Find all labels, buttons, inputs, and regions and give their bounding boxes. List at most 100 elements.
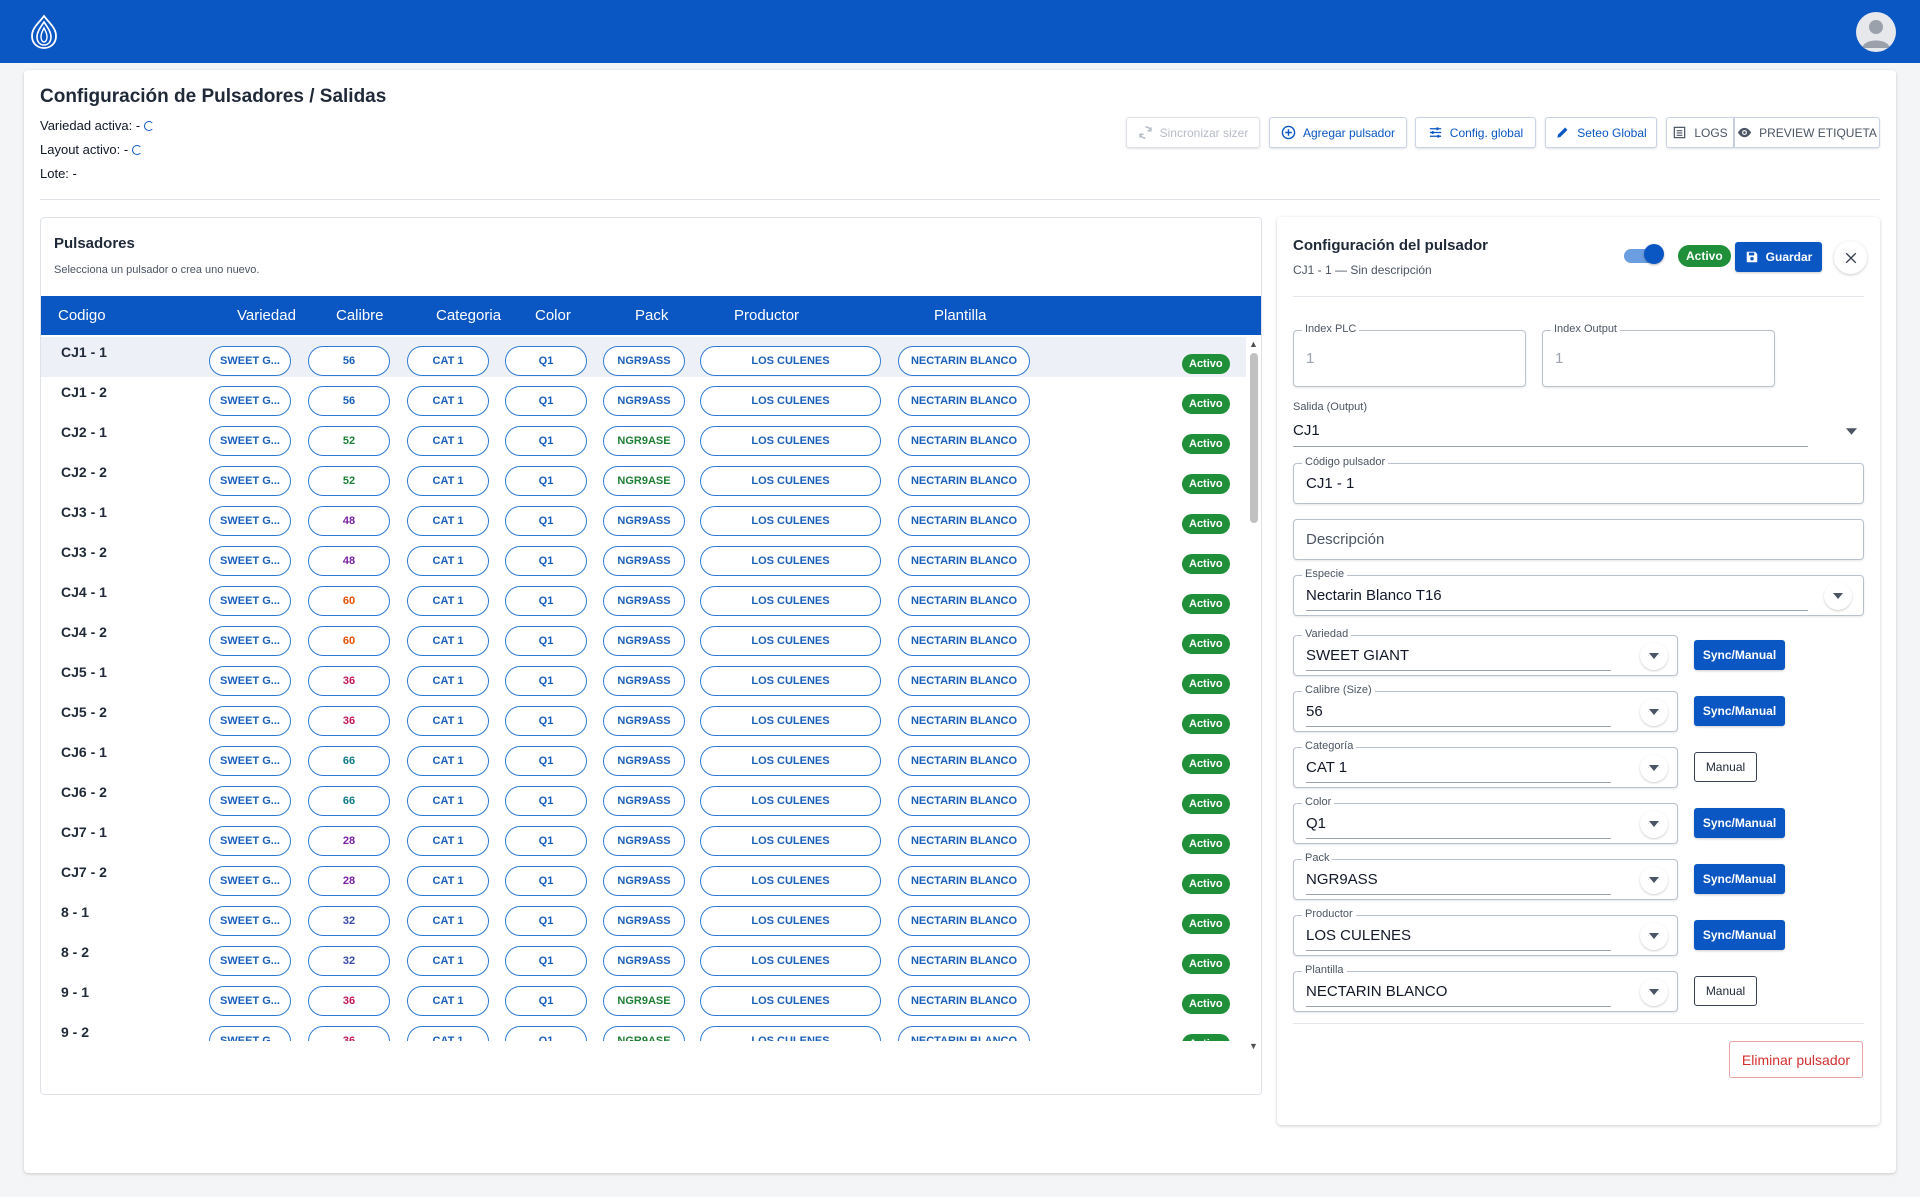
row-pack-chip: NGR9ASS [603,666,685,696]
row-variedad-chip: SWEET G... [209,466,291,496]
row-color-chip: Q1 [505,666,587,696]
attribute-label: Productor [1302,908,1356,920]
row-productor-chip: LOS CULENES [700,386,881,416]
row-plantilla-chip: NECTARIN BLANCO [898,346,1030,376]
active-toggle[interactable] [1624,244,1664,264]
table-row[interactable]: CJ6 - 1 SWEET G... 66 CAT 1 Q1 NGR9ASS LOS CUL… [41,737,1246,777]
table-row[interactable]: CJ3 - 2 SWEET G... 48 CAT 1 Q1 NGR9ASS LOS CUL… [41,537,1246,577]
scroll-down-arrow-icon[interactable]: ▼ [1249,1041,1258,1051]
sync-manual-button[interactable]: Sync/Manual [1694,864,1785,894]
variedad-activa: Variedad activa: - [40,118,155,133]
list-icon [1674,126,1686,139]
preview-etiqueta-label: PREVIEW ETIQUETA [1759,125,1877,140]
row-calibre-chip: 36 [308,706,390,736]
table-row[interactable]: CJ5 - 1 SWEET G... 36 CAT 1 Q1 NGR9ASS LOS CUL… [41,657,1246,697]
table-row[interactable]: 9 - 2 SWEET G... 36 CAT 1 Q1 NGR9ASE LOS CULEN… [41,1017,1246,1041]
row-productor-chip: LOS CULENES [700,666,881,696]
row-variedad-chip: SWEET G... [209,906,291,936]
table-row[interactable]: CJ1 - 1 SWEET G... 56 CAT 1 Q1 NGR9ASS LOS CUL… [41,337,1246,377]
col-codigo: Codigo [58,307,106,324]
table-row[interactable]: CJ2 - 1 SWEET G... 52 CAT 1 Q1 NGR9ASE LOS CUL… [41,417,1246,457]
header-divider [40,199,1880,200]
row-categoria-chip: CAT 1 [407,346,489,376]
table-row[interactable]: CJ1 - 2 SWEET G... 56 CAT 1 Q1 NGR9ASS LOS CUL… [41,377,1246,417]
row-productor-chip: LOS CULENES [700,706,881,736]
sync-sizer-button[interactable]: Sincronizar sizer [1126,117,1260,148]
chevron-down-icon[interactable] [1640,810,1668,838]
chevron-down-icon[interactable] [1640,922,1668,950]
row-productor-chip: LOS CULENES [700,426,881,456]
row-calibre-chip: 60 [308,586,390,616]
table-row[interactable]: CJ5 - 2 SWEET G... 36 CAT 1 Q1 NGR9ASS LOS CUL… [41,697,1246,737]
chevron-down-icon[interactable] [1640,754,1668,782]
row-variedad-chip: SWEET G... [209,586,291,616]
table-row[interactable]: CJ7 - 2 SWEET G... 28 CAT 1 Q1 NGR9ASS LOS CUL… [41,857,1246,897]
row-variedad-chip: SWEET G... [209,866,291,896]
table-row[interactable]: CJ4 - 1 SWEET G... 60 CAT 1 Q1 NGR9ASS LOS CUL… [41,577,1246,617]
table-row[interactable]: CJ6 - 2 SWEET G... 66 CAT 1 Q1 NGR9ASS LOS CUL… [41,777,1246,817]
chevron-down-icon[interactable] [1640,698,1668,726]
row-color-chip: Q1 [505,626,587,656]
attribute-select[interactable]: Color Q1 [1293,796,1678,844]
table-row[interactable]: CJ7 - 1 SWEET G... 28 CAT 1 Q1 NGR9ASS LOS CUL… [41,817,1246,857]
delete-pulsador-button[interactable]: Eliminar pulsador [1729,1041,1863,1078]
row-categoria-chip: CAT 1 [407,906,489,936]
row-color-chip: Q1 [505,1026,587,1041]
attribute-select[interactable]: Pack NGR9ASS [1293,852,1678,900]
manual-button[interactable]: Manual [1694,752,1757,782]
row-plantilla-chip: NECTARIN BLANCO [898,786,1030,816]
table-row[interactable]: CJ2 - 2 SWEET G... 52 CAT 1 Q1 NGR9ASE LOS CUL… [41,457,1246,497]
row-calibre-chip: 48 [308,546,390,576]
table-row[interactable]: CJ3 - 1 SWEET G... 48 CAT 1 Q1 NGR9ASS LOS CUL… [41,497,1246,537]
salida-underline [1293,446,1808,447]
row-calibre-chip: 52 [308,466,390,496]
chevron-down-icon[interactable] [1640,642,1668,670]
sync-manual-button[interactable]: Sync/Manual [1694,640,1785,670]
seteo-global-button[interactable]: Seteo Global [1545,117,1657,148]
row-status-badge: Activo [1182,794,1230,814]
eye-icon [1738,127,1752,138]
attribute-select[interactable]: Categoría CAT 1 [1293,740,1678,788]
sync-manual-button[interactable]: Sync/Manual [1694,696,1785,726]
manual-button[interactable]: Manual [1694,976,1757,1006]
row-status-badge: Activo [1182,594,1230,614]
row-status-badge: Activo [1182,754,1230,774]
scroll-up-arrow-icon[interactable]: ▲ [1249,339,1258,349]
add-pulsador-button[interactable]: Agregar pulsador [1269,117,1407,148]
scrollbar-thumb[interactable] [1250,353,1258,523]
user-avatar-icon[interactable] [1856,12,1896,52]
descripcion-field[interactable]: Descripción [1293,519,1864,560]
salida-select[interactable]: Salida (Output) CJ1 [1293,401,1863,447]
row-productor-chip: LOS CULENES [700,746,881,776]
especie-select[interactable]: Especie Nectarin Blanco T16 [1293,568,1864,616]
chevron-down-icon[interactable] [1640,866,1668,894]
row-status-badge: Activo [1182,954,1230,974]
preview-etiqueta-button[interactable]: PREVIEW ETIQUETA [1734,117,1880,148]
sync-manual-button[interactable]: Sync/Manual [1694,808,1785,838]
table-row[interactable]: 9 - 1 SWEET G... 36 CAT 1 Q1 NGR9ASE LOS CULEN… [41,977,1246,1017]
codigo-pulsador-field[interactable]: Código pulsador CJ1 - 1 [1293,456,1864,504]
chevron-down-icon[interactable] [1640,978,1668,1006]
close-button[interactable] [1834,241,1867,274]
row-status-badge: Activo [1182,514,1230,534]
index-plc-field[interactable]: Index PLC 1 [1293,323,1526,387]
row-categoria-chip: CAT 1 [407,866,489,896]
app-logo-icon[interactable] [26,14,62,50]
index-output-field[interactable]: Index Output 1 [1542,323,1775,387]
chevron-down-icon[interactable] [1824,582,1852,610]
row-categoria-chip: CAT 1 [407,786,489,816]
row-codigo: CJ1 - 2 [61,384,107,400]
table-row[interactable]: CJ4 - 2 SWEET G... 60 CAT 1 Q1 NGR9ASS LOS CUL… [41,617,1246,657]
row-categoria-chip: CAT 1 [407,466,489,496]
sync-manual-button[interactable]: Sync/Manual [1694,920,1785,950]
save-button[interactable]: Guardar [1735,242,1822,272]
attribute-select[interactable]: Variedad SWEET GIANT [1293,628,1678,676]
config-global-button[interactable]: Config. global [1415,117,1536,148]
table-row[interactable]: 8 - 1 SWEET G... 32 CAT 1 Q1 NGR9ASS LOS CULEN… [41,897,1246,937]
attribute-select[interactable]: Calibre (Size) 56 [1293,684,1678,732]
row-plantilla-chip: NECTARIN BLANCO [898,746,1030,776]
attribute-select[interactable]: Productor LOS CULENES [1293,908,1678,956]
logs-button[interactable]: LOGS [1666,117,1734,148]
table-row[interactable]: 8 - 2 SWEET G... 32 CAT 1 Q1 NGR9ASS LOS CULEN… [41,937,1246,977]
attribute-select[interactable]: Plantilla NECTARIN BLANCO [1293,964,1678,1012]
